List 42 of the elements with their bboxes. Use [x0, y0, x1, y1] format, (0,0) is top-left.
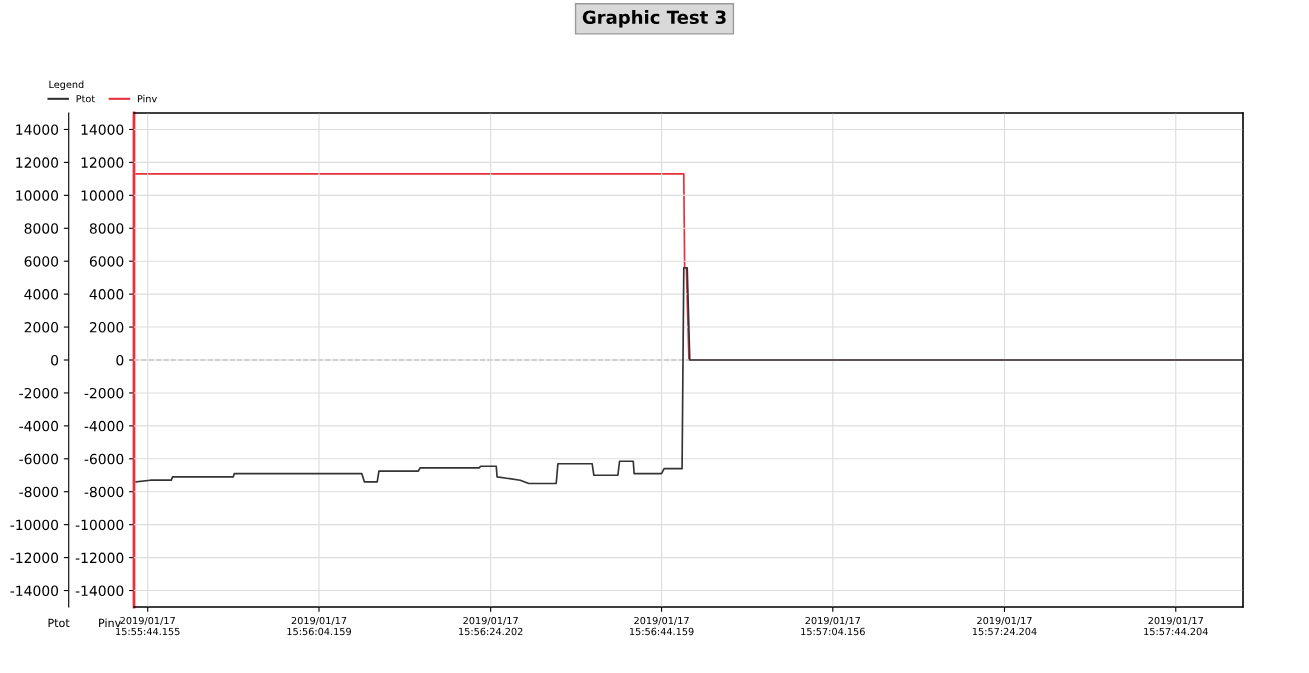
legend-label: Ptot [76, 95, 95, 103]
x-tick-label: 2019/01/17 15:57:24.204 [972, 616, 1037, 636]
x-tick-label: 2019/01/17 15:57:04.156 [801, 616, 865, 636]
y2-tick-label: 12000 [81, 157, 124, 168]
y-tick-label: -4000 [19, 420, 59, 432]
y-tick-label: -6000 [19, 453, 59, 465]
y-tick-label: -8000 [19, 486, 59, 498]
y2-tick-label: 0 [116, 354, 124, 366]
x-tick-label: 2019/01/17 15:56:44.159 [629, 616, 694, 636]
chart-title: Graphic Test 3 [582, 10, 726, 28]
y2-tick-label: 4000 [89, 289, 124, 300]
y-tick-label: -10000 [10, 519, 59, 531]
y2-tick-label: -12000 [75, 552, 124, 564]
y-tick-label: 14000 [16, 124, 59, 135]
y2-tick-label: 8000 [89, 223, 124, 234]
y2-tick-label: 2000 [89, 322, 124, 333]
y-tick-label: 10000 [16, 190, 59, 201]
y-tick-label: -12000 [10, 552, 59, 564]
y-tick-label: 6000 [24, 256, 59, 267]
y2-tick-label: -8000 [84, 486, 124, 498]
y2-tick-label: -6000 [84, 453, 124, 465]
y-tick-label: -2000 [19, 387, 59, 399]
y2-tick-label: 14000 [81, 124, 124, 135]
legend-title: Legend [49, 80, 84, 90]
y-tick-label: 4000 [24, 289, 59, 300]
x-tick-label: 2019/01/17 15:57:44.204 [1144, 616, 1208, 636]
y2-tick-label: -2000 [84, 387, 124, 399]
y2-tick-label: 10000 [81, 190, 124, 201]
y2-tick-label: 6000 [89, 256, 124, 267]
x-tick-label: 2019/01/17 15:56:24.202 [459, 616, 523, 636]
y-tick-label: 8000 [24, 223, 59, 234]
y2-tick-label: -14000 [75, 585, 124, 597]
y2-axis-title: Pinv [99, 618, 121, 627]
y-axis-title: Ptot [48, 618, 70, 628]
legend-label: Pinv [137, 94, 157, 103]
y-tick-label: 12000 [16, 157, 59, 168]
y2-tick-label: -4000 [84, 420, 124, 432]
y-tick-label: 2000 [24, 322, 59, 333]
y-tick-label: 0 [51, 354, 59, 366]
y-tick-label: -14000 [10, 585, 59, 597]
x-tick-label: 2019/01/17 15:56:04.159 [287, 616, 351, 636]
y2-tick-label: -10000 [75, 519, 124, 531]
